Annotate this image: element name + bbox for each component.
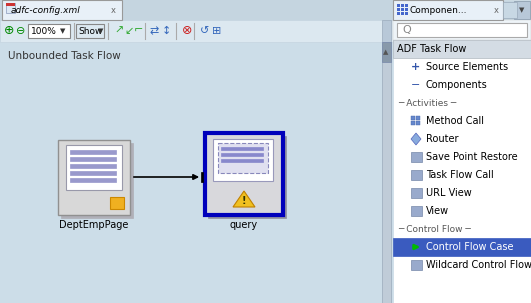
Text: query: query	[230, 220, 258, 230]
Bar	[401, 12, 404, 15]
Text: ⊞: ⊞	[212, 26, 221, 36]
Text: 100%: 100%	[31, 26, 57, 35]
Text: adfc-config.xml: adfc-config.xml	[11, 6, 81, 15]
Text: x: x	[110, 6, 116, 15]
Bar	[405, 4, 408, 7]
Bar	[6, 3, 15, 13]
Bar	[0, 42, 393, 303]
Bar	[221, 147, 263, 150]
Text: ─ Activities ─: ─ Activities ─	[398, 98, 456, 108]
Polygon shape	[411, 133, 421, 145]
Text: ADF Task Flow: ADF Task Flow	[397, 44, 466, 54]
Bar	[411, 260, 422, 270]
Text: Componen...: Componen...	[410, 6, 467, 15]
Text: ─ Control Flow ─: ─ Control Flow ─	[398, 225, 471, 234]
Bar	[393, 0, 503, 20]
Bar	[70, 178, 116, 182]
Text: ▼: ▼	[519, 8, 525, 14]
Bar	[28, 24, 70, 38]
Bar	[2, 0, 122, 20]
Bar	[58, 140, 130, 215]
Bar	[208, 136, 286, 218]
Bar	[405, 8, 408, 11]
Bar	[411, 116, 415, 120]
Bar	[61, 143, 133, 218]
Text: ↕: ↕	[162, 26, 172, 36]
Text: Method Call: Method Call	[426, 116, 484, 126]
Bar	[514, 1, 530, 19]
Text: ▲: ▲	[383, 49, 389, 55]
Bar	[393, 20, 531, 40]
Text: ▼: ▼	[60, 28, 65, 34]
Bar	[393, 40, 531, 58]
Text: Source Elements: Source Elements	[426, 62, 508, 72]
Text: ⊗: ⊗	[182, 25, 193, 38]
Bar	[411, 121, 415, 125]
Text: Components: Components	[426, 80, 488, 90]
Text: +: +	[411, 62, 420, 72]
Bar	[416, 121, 420, 125]
Text: −: −	[411, 80, 421, 90]
Text: Router: Router	[426, 134, 458, 144]
Bar	[0, 20, 393, 42]
Bar	[401, 4, 404, 7]
Bar	[213, 139, 273, 181]
Text: Show: Show	[78, 26, 102, 35]
Text: Control Flow Case: Control Flow Case	[426, 242, 513, 252]
Bar	[503, 2, 517, 18]
Text: !: !	[242, 196, 246, 206]
Text: Save Point Restore: Save Point Restore	[426, 152, 518, 162]
Bar	[411, 188, 422, 198]
Text: ⇄: ⇄	[150, 26, 159, 36]
Bar	[221, 153, 263, 156]
Bar	[393, 238, 531, 256]
Bar	[218, 143, 268, 173]
Text: ↺: ↺	[200, 26, 209, 36]
Bar	[397, 8, 400, 11]
Bar	[411, 152, 422, 162]
Text: ↗: ↗	[114, 26, 123, 36]
Text: URL View: URL View	[426, 188, 472, 198]
Bar	[70, 171, 116, 175]
Text: ↙: ↙	[124, 26, 133, 36]
Text: ⌐: ⌐	[134, 26, 143, 36]
Bar	[70, 164, 116, 168]
Text: Task Flow Call: Task Flow Call	[426, 170, 494, 180]
Bar	[401, 8, 404, 11]
Bar	[6, 3, 15, 6]
Bar	[405, 12, 408, 15]
Bar	[397, 12, 400, 15]
Bar	[201, 172, 203, 182]
Bar	[397, 4, 400, 7]
Bar	[382, 42, 391, 303]
Text: ⊕: ⊕	[4, 25, 14, 38]
Bar	[76, 24, 104, 38]
Bar	[382, 20, 391, 42]
Text: View: View	[426, 206, 449, 216]
Text: ⊖: ⊖	[16, 26, 25, 36]
Text: x: x	[493, 6, 499, 15]
Bar	[397, 23, 527, 37]
Bar	[416, 116, 420, 120]
Bar	[411, 170, 422, 180]
Bar	[66, 145, 122, 190]
Text: Q: Q	[402, 25, 411, 35]
Bar	[382, 42, 391, 62]
Bar	[393, 0, 531, 303]
Bar	[221, 159, 263, 162]
Text: ▼: ▼	[98, 28, 104, 34]
Text: Unbounded Task Flow: Unbounded Task Flow	[8, 51, 121, 61]
Text: DeptEmpPage: DeptEmpPage	[59, 220, 129, 230]
Bar	[411, 206, 422, 216]
Text: Wildcard Control Flow: Wildcard Control Flow	[426, 260, 531, 270]
Bar	[0, 0, 531, 20]
Polygon shape	[233, 191, 255, 207]
Bar	[70, 150, 116, 154]
Bar	[110, 197, 124, 209]
Bar	[205, 133, 283, 215]
Bar	[70, 157, 116, 161]
